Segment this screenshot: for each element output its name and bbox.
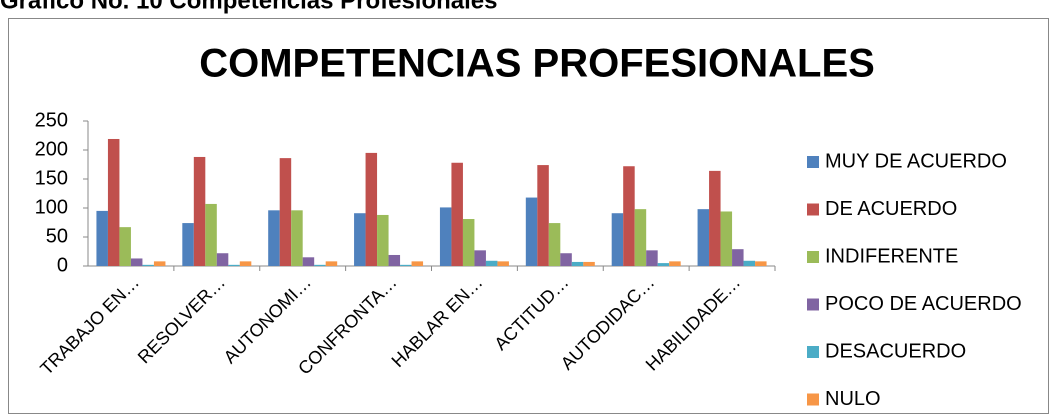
y-tick-label: 100 — [35, 196, 68, 218]
bar — [474, 250, 486, 266]
bar — [216, 253, 229, 266]
y-tick-label: 200 — [35, 138, 68, 160]
chart-title: COMPETENCIAS PROFESIONALES — [199, 42, 875, 86]
bar — [548, 223, 561, 266]
bar — [365, 152, 378, 266]
bar — [153, 261, 166, 266]
bar — [571, 261, 584, 266]
bar — [388, 254, 401, 266]
legend-swatch — [807, 298, 819, 311]
legend-label: DESACUERDO — [825, 340, 966, 362]
bar — [325, 261, 338, 266]
bar — [720, 211, 733, 266]
bar — [279, 158, 292, 266]
bar — [485, 260, 498, 266]
y-tick-label: 0 — [57, 254, 68, 276]
legend-swatch — [807, 251, 819, 263]
bar — [400, 264, 412, 266]
legend-label: NULO — [825, 388, 881, 410]
bar — [732, 249, 744, 266]
bar — [611, 213, 624, 266]
legend-swatch — [807, 156, 819, 168]
bar — [560, 253, 572, 266]
y-tick-label: 50 — [46, 225, 68, 247]
bar — [411, 261, 424, 266]
bar — [657, 263, 670, 266]
bar — [354, 213, 366, 266]
heading: Gráfico No. 10 Competencias Profesionale… — [0, 0, 498, 14]
bar — [525, 197, 538, 266]
bar — [291, 210, 303, 266]
legend-label: MUY DE ACUERDO — [825, 150, 1007, 172]
bar — [239, 261, 252, 266]
legend-swatch — [807, 346, 819, 358]
bar — [314, 264, 326, 266]
bar — [451, 162, 463, 266]
legend-label: POCO DE ACUERDO — [825, 293, 1022, 315]
bar — [583, 261, 595, 266]
bar — [119, 227, 131, 266]
legend-swatch — [807, 393, 819, 406]
bar — [182, 223, 194, 266]
bar — [646, 250, 658, 266]
bar — [497, 261, 509, 266]
bar — [302, 257, 315, 266]
bar — [669, 261, 681, 266]
bar — [623, 166, 635, 266]
bar — [697, 209, 710, 266]
bar — [439, 207, 452, 266]
bar — [743, 260, 756, 266]
bar — [462, 219, 475, 266]
bar — [142, 264, 154, 266]
bar — [96, 210, 108, 266]
bar — [130, 258, 143, 266]
legend-label: INDIFERENTE — [825, 245, 958, 267]
bar — [709, 170, 721, 266]
bar — [193, 156, 206, 266]
bar — [755, 261, 767, 266]
bar — [537, 165, 549, 266]
bar — [205, 203, 217, 266]
legend-label: DE ACUERDO — [825, 198, 957, 220]
bar — [634, 209, 647, 266]
y-tick-label: 250 — [35, 109, 68, 131]
bar — [228, 264, 240, 266]
bar — [377, 214, 389, 266]
bar — [107, 138, 120, 266]
bar — [268, 210, 280, 266]
y-tick-label: 150 — [35, 167, 68, 189]
legend-swatch — [807, 203, 819, 216]
